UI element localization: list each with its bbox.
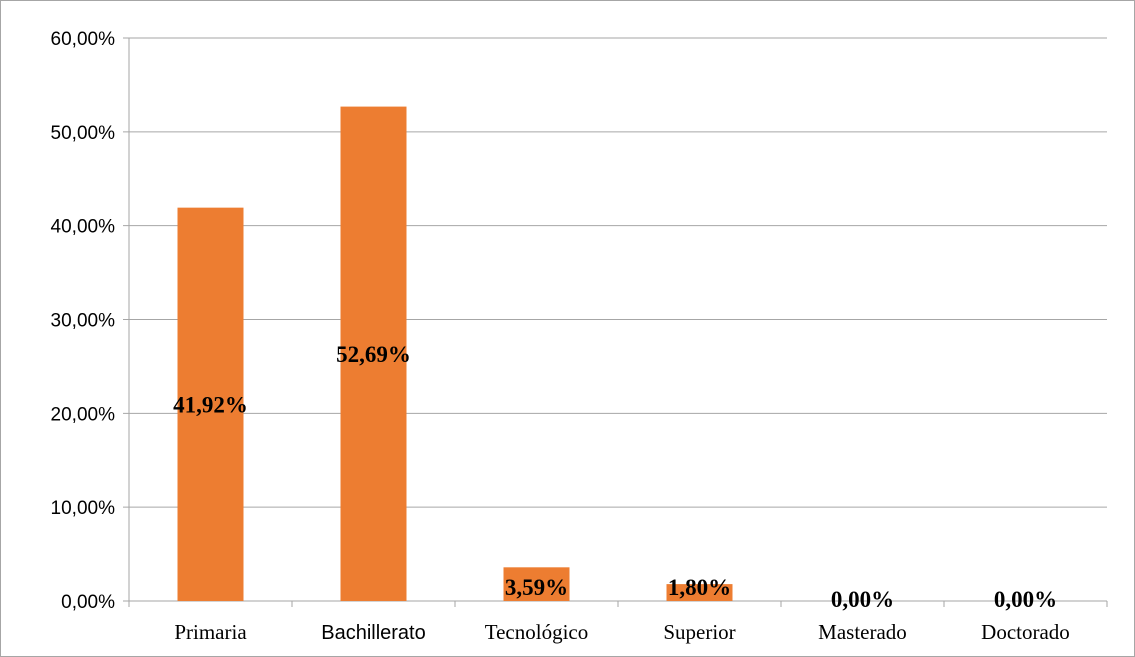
data-label: 0,00% (831, 587, 894, 612)
y-tick-label: 10,00% (51, 498, 116, 519)
x-tick-label: Masterado (818, 620, 907, 644)
data-label: 52,69% (336, 342, 411, 367)
y-tick-label: 40,00% (51, 217, 116, 238)
data-label: 3,59% (505, 575, 568, 600)
y-tick-label: 60,00% (51, 29, 116, 50)
y-tick-label: 30,00% (51, 311, 116, 332)
y-tick-label: 20,00% (51, 404, 116, 425)
data-label: 1,80% (668, 575, 731, 600)
x-tick-label: Superior (663, 620, 735, 644)
y-tick-label: 50,00% (51, 123, 116, 144)
x-tick-label: Bachillerato (321, 622, 426, 644)
data-label: 41,92% (173, 392, 248, 417)
bar-primaria (177, 207, 244, 601)
bar-superior (666, 584, 733, 601)
data-label: 0,00% (994, 587, 1057, 612)
bar-bachillerato (340, 106, 407, 601)
y-tick-label: 0,00% (61, 592, 115, 613)
bar-tecnológico (503, 567, 570, 601)
x-tick-label: Primaria (174, 620, 247, 644)
x-tick-label: Doctorado (981, 620, 1070, 644)
x-tick-label: Tecnológico (485, 620, 589, 644)
